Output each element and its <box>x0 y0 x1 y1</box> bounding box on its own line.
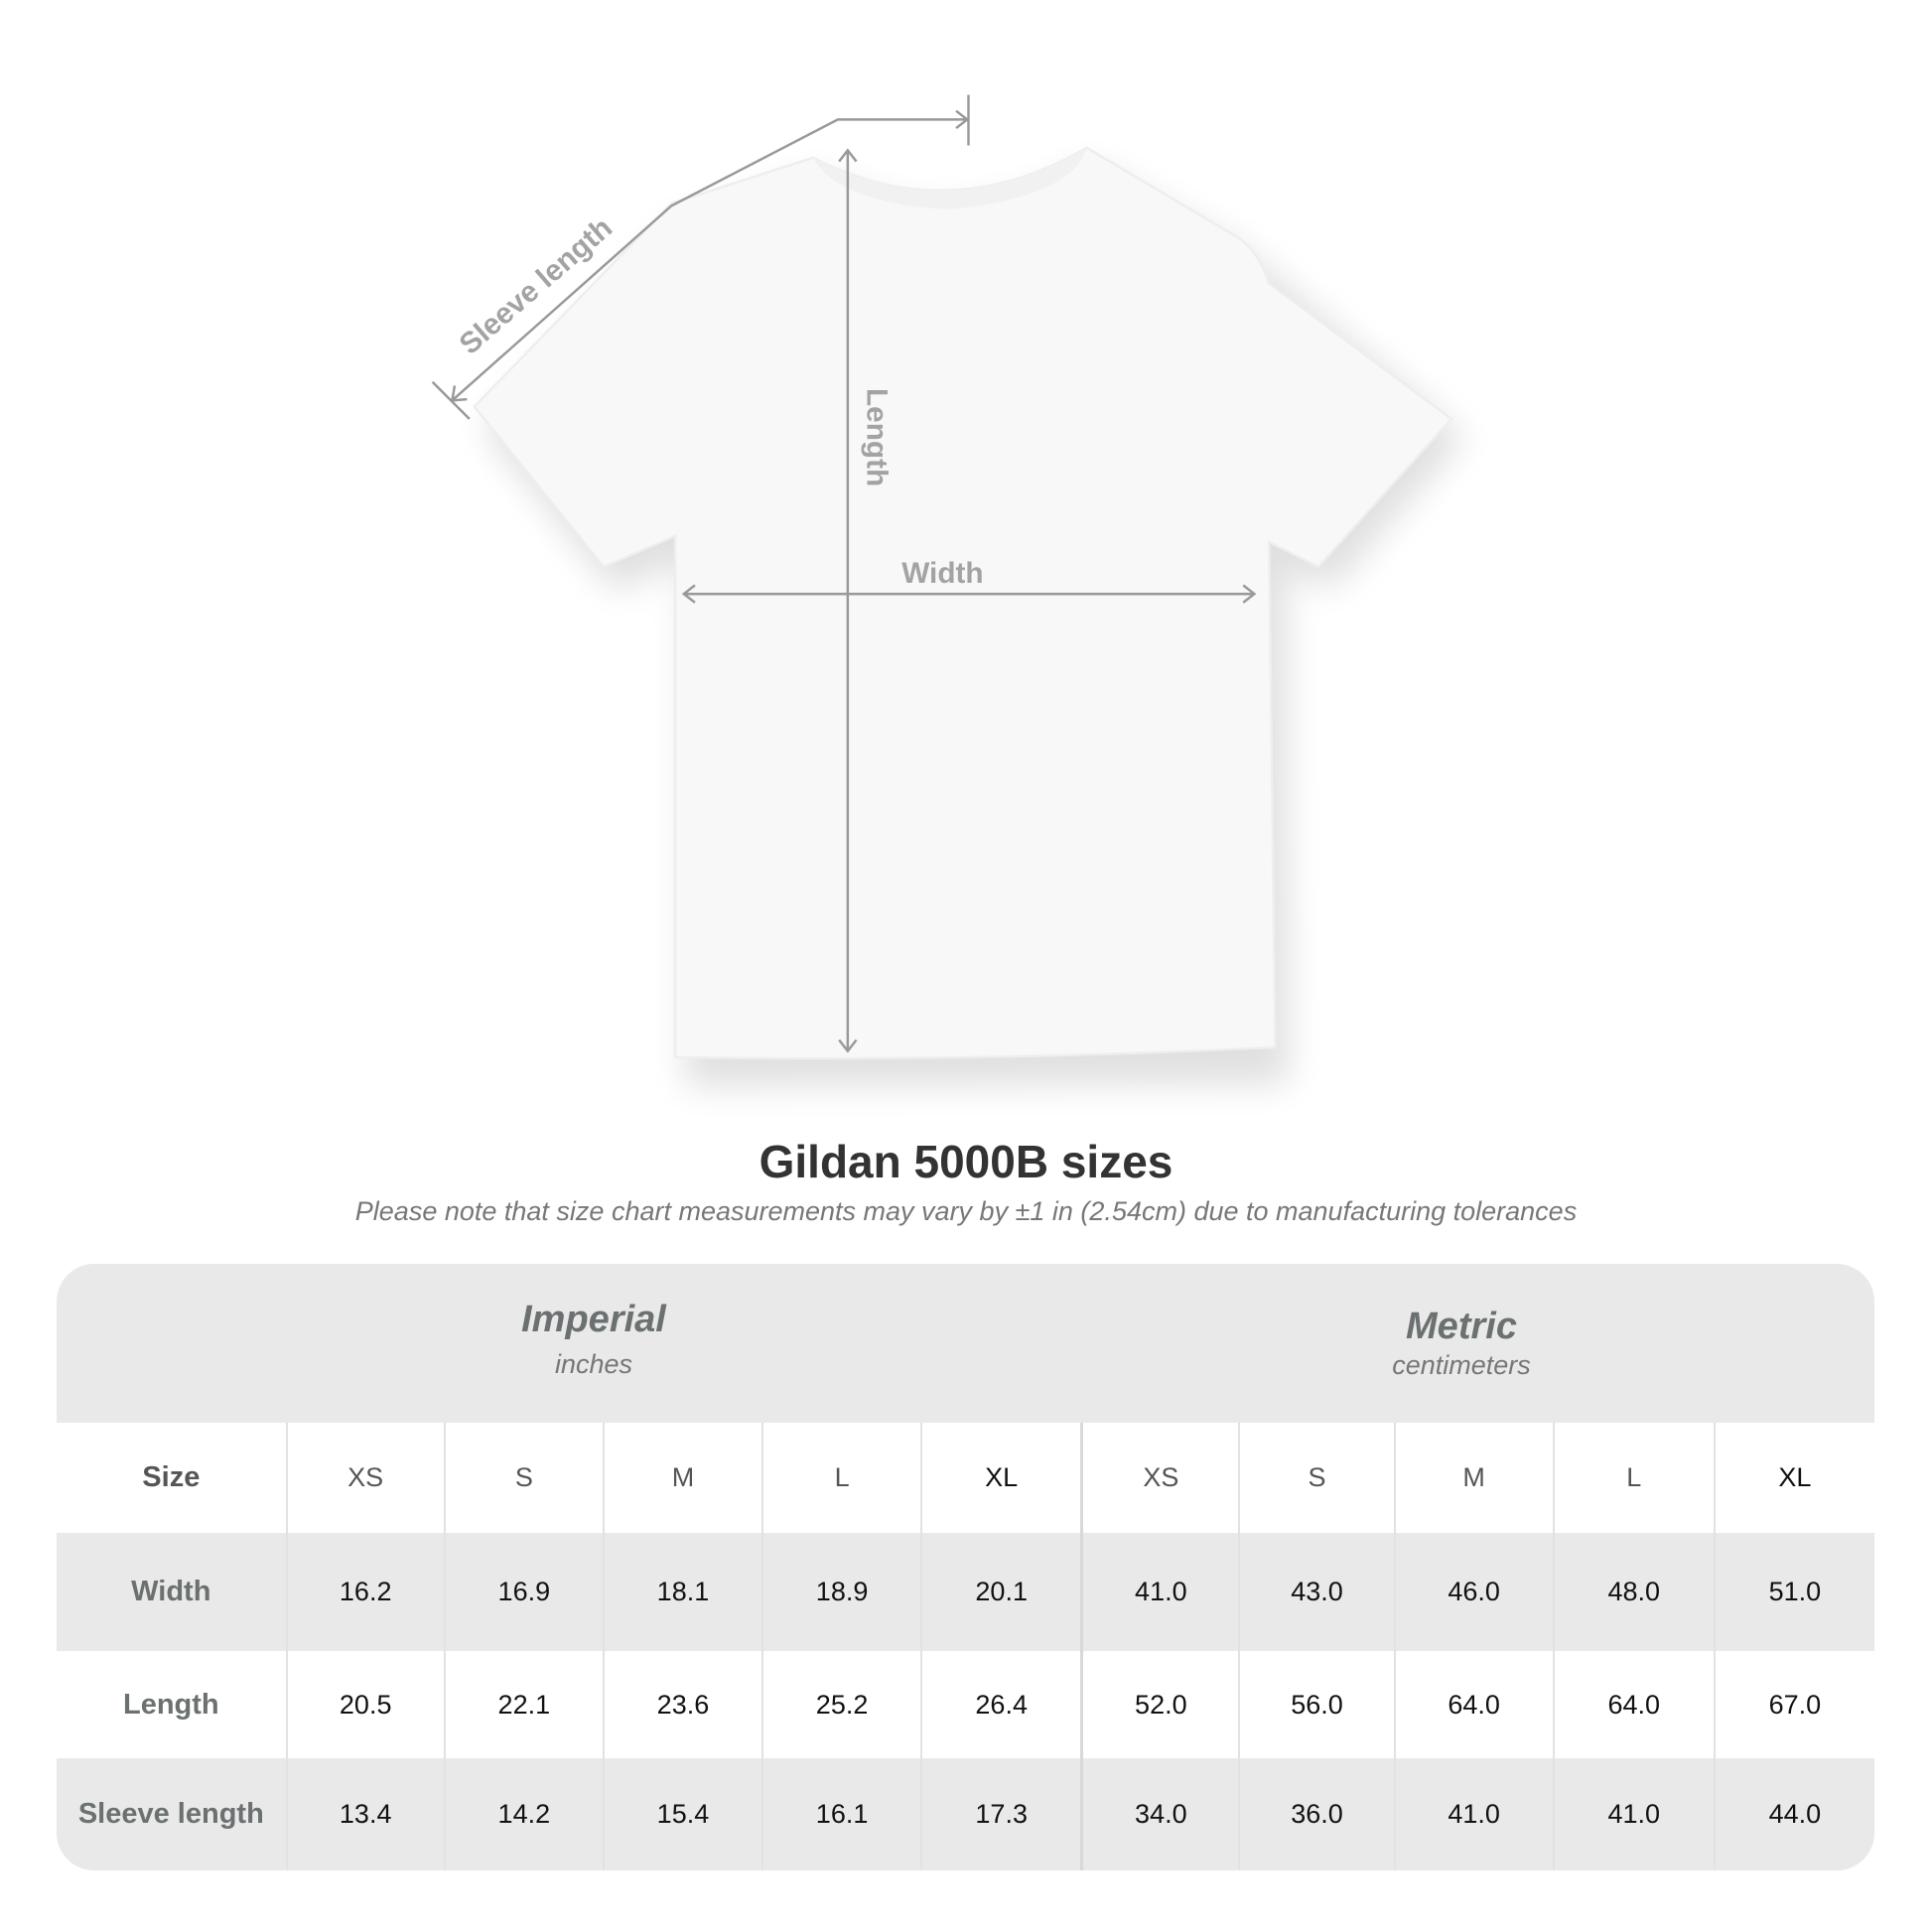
table-cell: 20.1 <box>920 1533 1082 1651</box>
metric-header: Metric centimeters <box>1164 1306 1759 1381</box>
size-row: Size XS S M L XL XS S M L XL <box>57 1423 1874 1533</box>
table-cell: 67.0 <box>1713 1651 1874 1758</box>
table-cell: 16.2 <box>285 1533 445 1651</box>
table-cell: 13.4 <box>285 1758 445 1870</box>
metric-title: Metric <box>1406 1306 1517 1347</box>
table-cell: 34.0 <box>1080 1758 1240 1870</box>
page-title: Gildan 5000B sizes <box>759 1136 1173 1187</box>
table-cell: 16.9 <box>443 1533 604 1651</box>
table-row: Length 20.5 22.1 23.6 25.2 26.4 52.0 56.0 64.0 64… <box>57 1651 1874 1758</box>
table-cell: 41.0 <box>1552 1758 1715 1870</box>
table-cell: 25.2 <box>761 1651 922 1758</box>
length-label: Length <box>861 388 894 486</box>
collar <box>813 147 1087 209</box>
size-grid: Size XS S M L XL XS S M L XL Width 16.2 16.9 18.1 18.… <box>57 1423 1874 1870</box>
size-header-m: M <box>1393 1423 1554 1533</box>
table-cell: 56.0 <box>1238 1651 1395 1758</box>
tshirt <box>473 146 1453 1060</box>
table-cell: 36.0 <box>1238 1758 1395 1870</box>
table-cell: 22.1 <box>443 1651 604 1758</box>
table-cell: 48.0 <box>1552 1533 1715 1651</box>
size-header-xl: XL <box>1713 1423 1874 1533</box>
size-header-l: L <box>761 1423 922 1533</box>
width-label: Width <box>901 557 983 590</box>
table-cell: 51.0 <box>1713 1533 1874 1651</box>
table-cell: 26.4 <box>920 1651 1082 1758</box>
table-cell: 23.6 <box>602 1651 763 1758</box>
size-header-xl: XL <box>920 1423 1082 1533</box>
row-label: Length <box>57 1651 287 1758</box>
size-header-m: M <box>602 1423 763 1533</box>
table-cell: 44.0 <box>1713 1758 1874 1870</box>
table-cell: 52.0 <box>1080 1651 1240 1758</box>
tolerance-note: Please note that size chart measurements… <box>354 1196 1578 1226</box>
table-cell: 46.0 <box>1393 1533 1554 1651</box>
imperial-title: Imperial <box>521 1299 666 1340</box>
imperial-unit: inches <box>554 1349 633 1379</box>
size-header-s: S <box>443 1423 604 1533</box>
size-table: Imperial inches Metric centimeters Size … <box>57 1264 1874 1870</box>
table-cell: 20.5 <box>285 1651 445 1758</box>
table-cell: 16.1 <box>761 1758 922 1870</box>
table-cell: 43.0 <box>1238 1533 1395 1651</box>
table-cell: 64.0 <box>1552 1651 1715 1758</box>
table-cell: 17.3 <box>920 1758 1082 1870</box>
imperial-header: Imperial inches <box>296 1299 892 1380</box>
size-header-xs: XS <box>285 1423 445 1533</box>
sleeve-line <box>451 118 968 402</box>
size-header-s: S <box>1238 1423 1395 1533</box>
table-row: Sleeve length 13.4 14.2 15.4 16.1 17.3 34.0 36.… <box>57 1758 1874 1870</box>
table-cell: 41.0 <box>1393 1758 1554 1870</box>
table-cell: 41.0 <box>1080 1533 1240 1651</box>
row-label: Width <box>57 1533 287 1651</box>
measure-lines <box>431 94 1257 1053</box>
table-cell: 14.2 <box>443 1758 604 1870</box>
table-row: Width 16.2 16.9 18.1 18.9 20.1 41.0 43.0 46.0 48.… <box>57 1533 1874 1651</box>
size-header-l: L <box>1552 1423 1715 1533</box>
row-label: Sleeve length <box>57 1758 287 1870</box>
table-cell: 18.9 <box>761 1533 922 1651</box>
table-cell: 64.0 <box>1393 1651 1554 1758</box>
size-header-xs: XS <box>1080 1423 1240 1533</box>
table-cell: 18.1 <box>602 1533 763 1651</box>
table-cell: 15.4 <box>602 1758 763 1870</box>
size-label: Size <box>57 1423 287 1533</box>
metric-unit: centimeters <box>1392 1350 1531 1380</box>
